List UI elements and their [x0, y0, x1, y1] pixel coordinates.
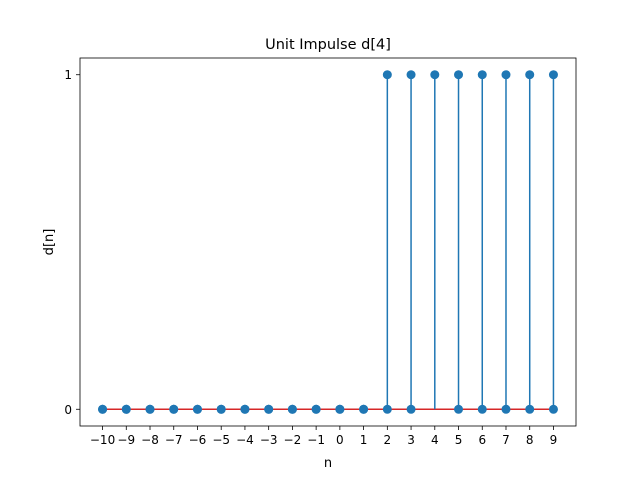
x-tick-label: −9: [117, 433, 135, 447]
x-tick-label: 7: [502, 433, 510, 447]
stem-marker: [548, 404, 558, 414]
stem-marker: [382, 70, 392, 80]
stem-marker: [454, 70, 464, 80]
x-tick-label: 3: [407, 433, 415, 447]
x-tick-label: −7: [165, 433, 183, 447]
x-tick-label: 2: [384, 433, 392, 447]
x-tick-label: −1: [307, 433, 325, 447]
stem-marker: [311, 404, 321, 414]
stem-marker: [501, 70, 511, 80]
stem-marker: [216, 404, 226, 414]
stem-marker: [169, 404, 179, 414]
stem-marker: [454, 404, 464, 414]
stem-marker: [192, 404, 202, 414]
x-axis-label: n: [324, 456, 332, 471]
stem-marker: [287, 404, 297, 414]
stem-marker: [121, 404, 131, 414]
x-tick-label: −10: [90, 433, 115, 447]
x-tick-label: 0: [336, 433, 344, 447]
plot-area: −10 −9 −8 −7 −6 −5 −4 −3 −2 −1 0 1 2 3 4 5 6 7 8 901: [64, 57, 577, 447]
x-tick-label: 1: [360, 433, 368, 447]
y-tick-label: 0: [64, 403, 72, 417]
stem-marker: [477, 404, 487, 414]
stem-marker: [406, 404, 416, 414]
stem-marker: [501, 404, 511, 414]
x-tick-label: −5: [212, 433, 230, 447]
chart-title: Unit Impulse d[4]: [265, 37, 391, 53]
stem-marker: [145, 404, 155, 414]
x-tick-label: −2: [284, 433, 302, 447]
x-tick-label: 8: [526, 433, 534, 447]
stem-marker: [548, 70, 558, 80]
stem-marker: [525, 404, 535, 414]
stem-marker: [406, 70, 416, 80]
stem-marker: [359, 404, 369, 414]
stem-marker: [382, 404, 392, 414]
x-tick-label: −8: [141, 433, 159, 447]
x-tick-label: −6: [189, 433, 207, 447]
stem-marker: [525, 70, 535, 80]
stem-marker: [240, 404, 250, 414]
x-tick-label: −4: [236, 433, 254, 447]
stem-marker: [430, 70, 440, 80]
stem-marker: [98, 404, 108, 414]
y-tick-label: 1: [64, 68, 72, 82]
plot-frame: [79, 57, 577, 427]
x-tick-label: 9: [550, 433, 558, 447]
stem-marker: [264, 404, 274, 414]
x-tick-label: 5: [455, 433, 463, 447]
y-axis-label: d[n]: [42, 229, 57, 256]
x-tick-label: 6: [478, 433, 486, 447]
stem-marker: [335, 404, 345, 414]
x-tick-label: 4: [431, 433, 439, 447]
stem-marker: [477, 70, 487, 80]
x-tick-label: −3: [260, 433, 278, 447]
